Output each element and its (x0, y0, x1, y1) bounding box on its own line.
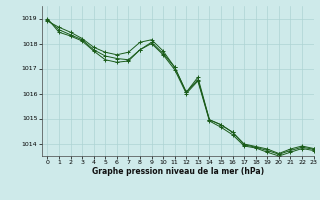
X-axis label: Graphe pression niveau de la mer (hPa): Graphe pression niveau de la mer (hPa) (92, 167, 264, 176)
